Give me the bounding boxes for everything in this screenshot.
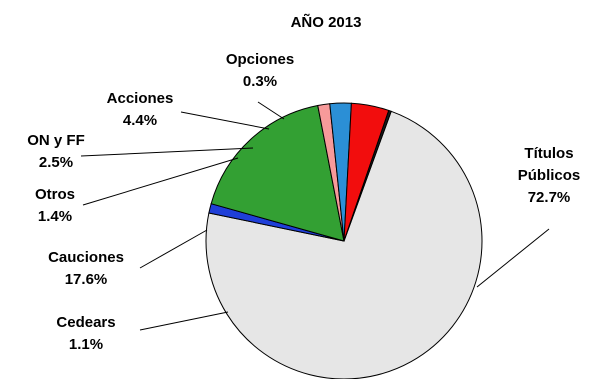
leader-line <box>139 229 208 269</box>
slice-label: Títulos Públicos 72.7% <box>518 145 581 206</box>
leader-lines <box>80 101 550 331</box>
leader-line <box>80 147 254 157</box>
slice-label: Acciones 4.4% <box>107 90 174 129</box>
slice-label: Otros 1.4% <box>35 186 75 225</box>
slice-labels: Títulos Públicos 72.7% Cedears 1.1% Cauciones… <box>27 51 580 353</box>
chart-title: AÑO 2013 <box>291 13 362 31</box>
leader-line <box>257 101 285 120</box>
pie-slices <box>205 102 483 379</box>
pie-slice-cauciones <box>210 104 345 242</box>
slice-label: ON y FF 2.5% <box>27 132 85 171</box>
leader-line <box>82 157 239 206</box>
leader-line <box>139 311 229 331</box>
leader-line <box>180 111 270 130</box>
slice-label: Opciones 0.3% <box>226 51 294 90</box>
slice-label: Cauciones 17.6% <box>48 249 124 288</box>
leader-line <box>476 228 550 288</box>
pie-slice-opciones <box>343 109 392 242</box>
slice-label: Cedears 1.1% <box>56 314 115 353</box>
pie-slice-t-tulos-p-blicos <box>205 110 483 379</box>
